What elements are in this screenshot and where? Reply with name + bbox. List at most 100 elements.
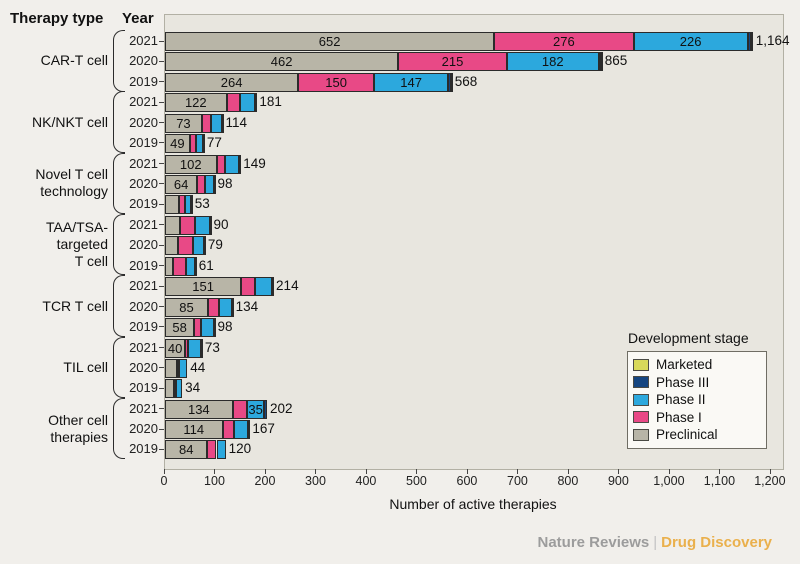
segment-value-label: 134 [187, 401, 210, 417]
year-tick-mark [159, 367, 164, 369]
bar-segment-phase2 [240, 93, 256, 113]
legend-item-label: Phase III [656, 374, 710, 390]
legend-item-label: Preclinical [656, 427, 718, 443]
bar-segment-phase3 [213, 174, 216, 194]
bar-segment-phase2 [211, 113, 222, 133]
bar-segment-phase1: 276 [494, 32, 634, 51]
bar-segment-preclinical [165, 236, 179, 256]
year-label: 2019 [129, 73, 158, 89]
year-tick-mark [159, 224, 164, 226]
x-axis-tick [517, 469, 519, 474]
bar-total-label: 61 [198, 257, 214, 273]
x-axis-tick [416, 469, 418, 474]
x-axis-tick [164, 469, 165, 474]
bar-segment-phase1 [178, 195, 185, 215]
legend-swatch-phase2 [633, 393, 649, 406]
segment-value-label: 49 [170, 135, 185, 151]
year-tick-mark [159, 183, 164, 185]
x-axis-title: Number of active therapies [389, 496, 557, 512]
year-label: 2019 [129, 441, 158, 457]
bar-row: 462 215 182 [165, 52, 783, 72]
legend-swatch-phase1 [633, 411, 649, 424]
year-label: 2019 [129, 257, 158, 273]
bar-segment-preclinical [165, 256, 174, 276]
segment-value-label: 114 [183, 422, 205, 438]
bar-segment-preclinical: 462 [165, 52, 399, 72]
bar-row [165, 379, 783, 399]
year-tick-mark [159, 387, 164, 389]
year-label: 2021 [129, 216, 158, 232]
year-label: 2020 [129, 421, 158, 437]
year-tick-mark [159, 265, 164, 266]
x-axis-tick-label: 1,100 [703, 474, 736, 488]
bar-segment-phase2 [254, 277, 273, 297]
x-axis-tick-label: 400 [355, 474, 377, 488]
bar-segment-preclinical [165, 358, 178, 378]
bar-segment-phase3 [264, 399, 267, 419]
bar-segment-preclinical: 102 [165, 154, 217, 174]
year-tick-mark [159, 101, 164, 103]
journal-brand: Nature Reviews [537, 534, 650, 551]
year-tick-mark [159, 122, 164, 124]
bar-total-label: 120 [228, 441, 252, 457]
legend-box: Marketed Phase III Phase II Phase I Preclini… [627, 351, 767, 449]
bar-segment-preclinical: 73 [165, 113, 202, 133]
year-label: 2019 [129, 134, 158, 150]
year-label: 2021 [129, 94, 158, 110]
bar-row [165, 256, 783, 276]
segment-value-label: 182 [541, 54, 564, 70]
bar-segment-phase1 [180, 215, 196, 235]
bar-row: 652 276 226 [165, 32, 783, 51]
bar-row: 102 [165, 154, 783, 174]
x-axis-tick [466, 469, 468, 474]
bar-segment-phase3 [204, 236, 207, 256]
x-axis-tick [365, 469, 367, 474]
bar-segment-phase2 [195, 215, 210, 235]
bar-segment-preclinical: 151 [165, 277, 242, 297]
bar-segment-phase2 [205, 174, 214, 194]
bar-segment-phase1: 215 [398, 52, 507, 72]
bar-segment-phase2 [184, 195, 192, 215]
bar-row: 114 [165, 420, 783, 440]
legend-item-label: Phase I [656, 409, 702, 425]
therapy-group-label: NK/NKT cell [32, 113, 108, 130]
bar-segment-preclinical: 40 [165, 338, 186, 358]
bar-segment-preclinical [165, 379, 175, 399]
legend-swatch-preclinical [633, 428, 649, 441]
bar-segment-preclinical: 64 [165, 174, 198, 194]
segment-value-label: 122 [184, 95, 207, 111]
x-axis-tick-label: 0 [160, 474, 168, 488]
bar-total-label: 865 [604, 53, 628, 69]
x-axis-tick-label: 100 [204, 474, 225, 488]
journal-credit: Nature Reviews | Drug Discovery [538, 534, 773, 551]
bar-total-label: 114 [225, 114, 248, 130]
segment-value-label: 264 [220, 74, 243, 90]
year-tick-mark [159, 448, 164, 450]
bar-row: 64 [165, 174, 783, 194]
year-label: 2021 [129, 155, 158, 171]
x-axis-tick [315, 469, 317, 474]
therapy-group-label: TCR T cell [42, 297, 108, 314]
bar-segment-marketed [750, 32, 753, 51]
year-tick-mark [159, 306, 164, 307]
bar-segment-phase3 [255, 93, 258, 113]
segment-value-label: 226 [679, 34, 702, 49]
x-axis-tick-label: 600 [456, 474, 478, 488]
year-label: 2021 [129, 278, 158, 294]
bar-row: 49 [165, 133, 783, 153]
bar-segment-phase1 [174, 379, 177, 399]
bar-total-label: 79 [207, 237, 223, 253]
bar-total-label: 1,164 [755, 33, 790, 48]
bar-segment-phase3 [232, 297, 235, 317]
legend-item-label: Marketed [656, 357, 713, 373]
year-tick-mark [159, 244, 164, 246]
bar-row: 73 [165, 113, 783, 133]
bar-segment-preclinical [165, 215, 181, 235]
plot-area: 652 276 226 462 215 182 264 150 147 122 73 49 102 64 1… [164, 14, 784, 470]
segment-value-label: 58 [172, 319, 187, 335]
bar-row: 264 150 147 [165, 72, 783, 92]
year-tick-mark [159, 163, 164, 165]
x-axis-tick-label: 900 [607, 474, 629, 488]
bar-total-label: 149 [243, 155, 266, 171]
x-axis-tick [214, 469, 216, 474]
